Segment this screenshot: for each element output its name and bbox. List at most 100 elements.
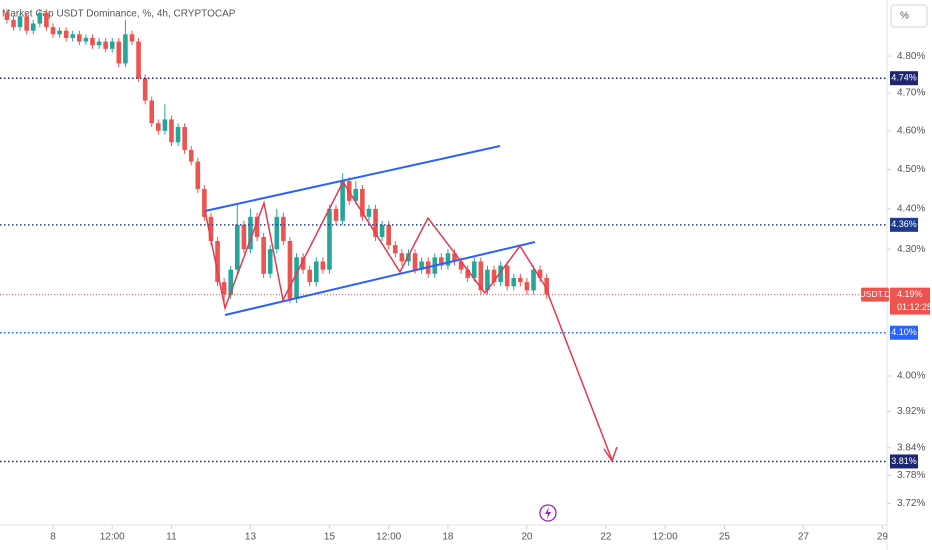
candle-body [313,261,319,283]
y-tick-label: 4.70% [897,88,925,99]
candle-body [406,253,411,262]
candle-body [182,126,187,150]
candle-body [373,208,378,237]
scale-button[interactable] [890,4,928,28]
chart-title: Market Cap USDT Dominance, %, 4h, CRYPTO… [2,9,236,20]
candle-body [109,41,115,49]
projection-arrow [544,285,613,461]
candle-body [175,126,181,143]
x-tick-label: 11 [166,532,177,543]
event-icon[interactable] [539,504,557,522]
candle-body [215,241,220,283]
candle-body [208,216,214,242]
event-bolt[interactable] [545,507,551,519]
candle-body [340,181,345,221]
candle-body [30,23,36,31]
candle-body [327,208,332,270]
symbol-badge [861,287,889,302]
candle-body [11,19,16,28]
candle-body [366,208,372,217]
y-tick-label: 4.80% [897,51,925,62]
candle-body [452,253,457,262]
y-tick-label: 3.84% [897,442,925,453]
candle-body [37,12,43,24]
candle-body [162,119,168,131]
candle-body [63,30,69,38]
candle-body [281,216,286,242]
y-tick-label: 4.00% [897,371,925,382]
candle-body [90,37,95,46]
candle-body [83,37,89,42]
candle-body [360,188,365,217]
candle-body [149,100,155,124]
candle-body [96,41,102,46]
y-tick-label: 4.50% [897,164,925,175]
level-badge [890,325,918,340]
candle-body [44,12,49,28]
candle-body [445,253,451,266]
candle-body [465,269,470,278]
level-badge [890,454,918,469]
candle-body [4,12,10,20]
candle-body [485,269,490,291]
level-badge [890,217,918,232]
candle-body [386,224,392,246]
candle-body [123,34,128,64]
candle-body [511,277,517,287]
countdown-label: 01:12:25 [897,302,932,312]
candle-body [261,236,266,274]
candle-body [294,257,299,299]
candle-body [221,282,227,295]
candle-body [70,34,76,38]
x-tick-label: 8 [50,532,56,543]
x-tick-label: 12:00 [376,532,401,543]
channel-upper [204,145,501,212]
level-badge [890,71,918,86]
candle-body [439,257,444,266]
y-tick-label: 4.60% [897,125,925,136]
candle-body [116,41,122,64]
candle-body [234,224,240,270]
x-tick-label: 15 [324,532,336,543]
candle-body [248,216,253,250]
zigzag [204,180,546,311]
candle-body [537,269,543,278]
candle-body [57,30,62,35]
x-tick-label: 18 [442,532,454,543]
channel-lower [224,241,536,316]
x-tick-label: 13 [245,532,257,543]
candle-body [544,277,549,295]
x-tick-label: 12:00 [653,532,678,543]
candle-body [478,261,484,291]
candle-body [77,34,82,42]
candle-body [524,282,530,291]
candle-body [287,241,293,299]
candle-body [274,216,280,250]
candle-body [353,188,359,201]
candle-body [392,245,398,254]
candle-body [136,41,141,79]
scale-button-label[interactable]: % [900,11,909,22]
candle-body [518,277,523,283]
candle-body [129,34,135,42]
price-label: 4.19% [897,289,923,299]
level-badge-label: 4.36% [891,219,917,229]
candle-body [156,123,161,131]
level-badge-label: 4.10% [891,327,917,337]
candle-body [379,224,385,237]
candle-body [142,78,148,101]
y-tick-label: 4.30% [897,244,925,255]
candle-body [195,161,201,189]
candle-body [504,265,510,287]
candle-body [17,16,23,28]
candle-body [419,261,424,270]
candle-body [202,188,207,217]
y-tick-label: 4.40% [897,203,925,214]
x-tick-label: 27 [798,532,810,543]
y-tick-label: 3.72% [897,498,925,509]
candle-body [188,149,194,162]
candle-body [458,261,464,270]
drawings [204,145,618,463]
candle-body [267,249,273,274]
